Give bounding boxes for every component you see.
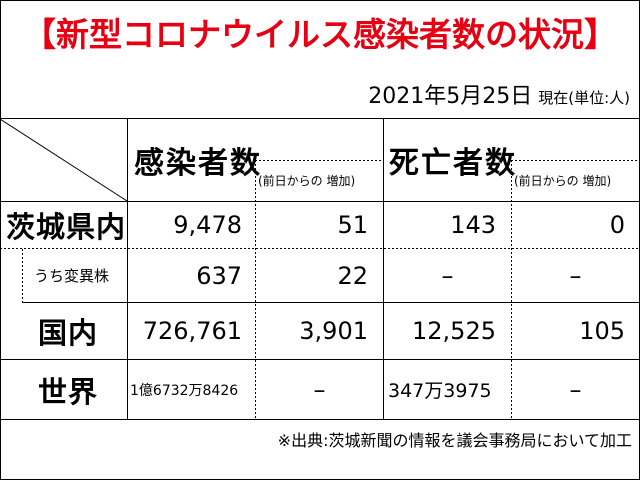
variant-deaths-increase: –: [569, 261, 582, 290]
header-cases-increase: (前日からの 増加): [258, 173, 356, 188]
row-label-world: 世界: [38, 374, 99, 409]
world-cases: 1億6732万8426: [130, 382, 239, 399]
row-label-variant: うち変異株: [34, 267, 110, 285]
world-deaths: 347万3975: [388, 380, 492, 402]
ibaraki-deaths: 143: [450, 211, 496, 239]
source-note: ※出典:茨城新聞の情報を議会事務局において加工: [277, 431, 632, 450]
japan-deaths: 12,525: [412, 317, 496, 345]
variant-cases: 637: [196, 261, 242, 290]
unit-note: 現在(単位:人): [538, 89, 630, 107]
japan-deaths-increase: 105: [579, 317, 625, 345]
variant-deaths: –: [441, 261, 454, 290]
japan-cases-increase: 3,901: [299, 317, 368, 345]
date-line: 2021年5月25日 現在(単位:人): [368, 78, 630, 110]
row-label-ibaraki: 茨城県内: [6, 210, 127, 244]
header-deaths-increase: (前日からの 増加): [514, 173, 612, 188]
report-date: 2021年5月25日: [368, 84, 533, 109]
header-deaths: 死亡者数: [389, 146, 517, 181]
row-label-japan: 国内: [38, 316, 99, 350]
variant-cases-increase: 22: [337, 261, 368, 290]
ibaraki-cases-increase: 51: [337, 211, 368, 239]
page-title: 【新型コロナウイルス感染者数の状況】: [23, 15, 617, 54]
ibaraki-deaths-increase: 0: [609, 211, 625, 239]
world-deaths-increase: –: [569, 375, 582, 404]
japan-cases: 726,761: [142, 317, 242, 345]
header-cases: 感染者数: [134, 146, 262, 181]
ibaraki-cases: 9,478: [173, 211, 242, 239]
world-cases-increase: –: [313, 375, 326, 404]
